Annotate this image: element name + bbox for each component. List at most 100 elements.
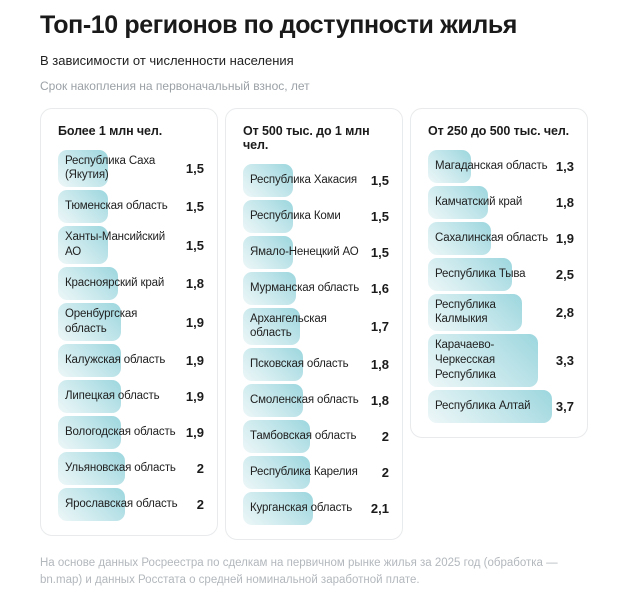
region-row: Псковская область 1,8 xyxy=(243,348,389,382)
region-value: 1,8 xyxy=(370,357,389,373)
region-row: Оренбургская область 1,9 xyxy=(58,303,204,342)
value-bar xyxy=(243,384,303,418)
region-row: Республика Калмыкия 2,8 xyxy=(428,293,574,332)
region-value: 2,5 xyxy=(555,266,574,282)
region-row: Ямало-Ненецкий АО 1,5 xyxy=(243,235,389,269)
value-bar xyxy=(58,190,108,224)
region-label: Республика Хакасия xyxy=(250,173,357,186)
group-title: От 250 до 500 тыс. чел. xyxy=(428,123,570,138)
value-bar xyxy=(428,221,491,255)
value-bar xyxy=(428,390,552,424)
region-label: Калужская область xyxy=(65,354,166,367)
region-value: 2,8 xyxy=(555,304,574,320)
region-value: 2 xyxy=(381,429,389,445)
region-label: Курганская область xyxy=(250,502,353,515)
region-row: Архангельская область 1,7 xyxy=(243,307,389,346)
value-bar xyxy=(58,303,121,342)
region-value: 1,9 xyxy=(185,314,204,330)
region-label: Республика Саха (Якутия) xyxy=(65,154,156,182)
region-value: 2 xyxy=(196,497,204,513)
value-bar xyxy=(243,348,303,382)
value-bar xyxy=(243,420,310,454)
population-group-cards: Более 1 млн чел. Республика Саха (Якутия… xyxy=(40,107,628,541)
region-row: Карачаево-Черкесская Республика 3,3 xyxy=(428,334,574,388)
region-label: Республика Коми xyxy=(250,209,341,222)
region-value: 1,3 xyxy=(555,158,574,174)
region-label: Республика Карелия xyxy=(250,466,358,479)
region-label: Республика Калмыкия xyxy=(435,298,496,326)
region-row: Камчатский край 1,8 xyxy=(428,185,574,219)
value-bar xyxy=(243,307,300,346)
region-row: Республика Тыва 2,5 xyxy=(428,257,574,291)
value-bar xyxy=(58,488,125,522)
region-label: Вологодская область xyxy=(65,426,176,439)
region-row: Республика Хакасия 1,5 xyxy=(243,163,389,197)
population-group-card: Более 1 млн чел. Республика Саха (Якутия… xyxy=(40,107,218,537)
region-label: Республика Тыва xyxy=(435,267,526,280)
value-bar xyxy=(58,149,108,188)
region-row: Смоленская область 1,8 xyxy=(243,384,389,418)
region-label: Ярославская область xyxy=(65,498,178,511)
region-row: Липецкая область 1,9 xyxy=(58,380,204,414)
value-bar xyxy=(243,456,310,490)
region-value: 1,5 xyxy=(185,237,204,253)
region-value: 1,5 xyxy=(370,172,389,188)
region-label: Архангельская область xyxy=(250,312,327,340)
region-value: 1,8 xyxy=(555,194,574,210)
region-value: 1,7 xyxy=(370,318,389,334)
group-title: От 500 тыс. до 1 млн чел. xyxy=(243,123,370,152)
region-row: Ульяновская область 2 xyxy=(58,452,204,486)
region-label: Ямало-Ненецкий АО xyxy=(250,245,359,258)
region-label: Тамбовская область xyxy=(250,430,357,443)
region-row: Ярославская область 2 xyxy=(58,488,204,522)
region-value: 1,6 xyxy=(370,280,389,296)
region-label: Магаданская область xyxy=(435,159,548,172)
region-row: Сахалинская область 1,9 xyxy=(428,221,574,255)
value-bar xyxy=(58,452,125,486)
source-note: На основе данных Росреестра по сделкам н… xyxy=(40,557,558,587)
region-label: Ханты-Мансийский АО xyxy=(65,231,166,259)
region-value: 1,9 xyxy=(185,353,204,369)
region-value: 1,5 xyxy=(185,199,204,215)
region-row: Республика Алтай 3,7 xyxy=(428,390,574,424)
region-row: Вологодская область 1,9 xyxy=(58,416,204,450)
region-row: Тамбовская область 2 xyxy=(243,420,389,454)
value-bar xyxy=(428,185,488,219)
region-value: 3,7 xyxy=(555,399,574,415)
region-label: Республика Алтай xyxy=(435,400,531,413)
region-value: 1,9 xyxy=(185,389,204,405)
region-label: Тюменская область xyxy=(65,200,168,213)
value-bar xyxy=(243,163,293,197)
region-value: 2 xyxy=(196,461,204,477)
region-label: Оренбургская область xyxy=(65,308,138,336)
region-label: Сахалинская область xyxy=(435,231,548,244)
region-row: Мурманская область 1,6 xyxy=(243,271,389,305)
region-row: Республика Карелия 2 xyxy=(243,456,389,490)
region-label: Карачаево-Черкесская Республика xyxy=(435,339,496,382)
region-row: Республика Коми 1,5 xyxy=(243,199,389,233)
value-bar xyxy=(428,293,522,332)
region-row: Тюменская область 1,5 xyxy=(58,190,204,224)
region-label: Ульяновская область xyxy=(65,462,176,475)
region-row: Ханты-Мансийский АО 1,5 xyxy=(58,226,204,265)
region-label: Смоленская область xyxy=(250,394,359,407)
value-bar xyxy=(243,271,296,305)
value-bar xyxy=(243,235,293,269)
value-bar xyxy=(58,380,121,414)
region-row: Калужская область 1,9 xyxy=(58,344,204,378)
value-bar xyxy=(243,492,313,526)
region-rows: Республика Хакасия 1,5 Республика Коми 1… xyxy=(243,163,389,526)
region-value: 3,3 xyxy=(555,353,574,369)
region-value: 1,9 xyxy=(185,425,204,441)
population-group-card: От 500 тыс. до 1 млн чел. Республика Хак… xyxy=(225,107,403,541)
region-label: Липецкая область xyxy=(65,390,160,403)
page-title: Топ-10 регионов по доступности жилья xyxy=(40,11,517,39)
value-bar xyxy=(428,149,471,183)
region-value: 1,5 xyxy=(370,208,389,224)
region-rows: Магаданская область 1,3 Камчатский край … xyxy=(428,149,574,424)
region-rows: Республика Саха (Якутия) 1,5 Тюменская о… xyxy=(58,149,204,522)
region-label: Псковская область xyxy=(250,358,349,371)
population-group-card: От 250 до 500 тыс. чел. Магаданская обла… xyxy=(410,107,588,439)
value-bar xyxy=(58,344,121,378)
page-subtitle: В зависимости от численности населения xyxy=(40,52,294,68)
